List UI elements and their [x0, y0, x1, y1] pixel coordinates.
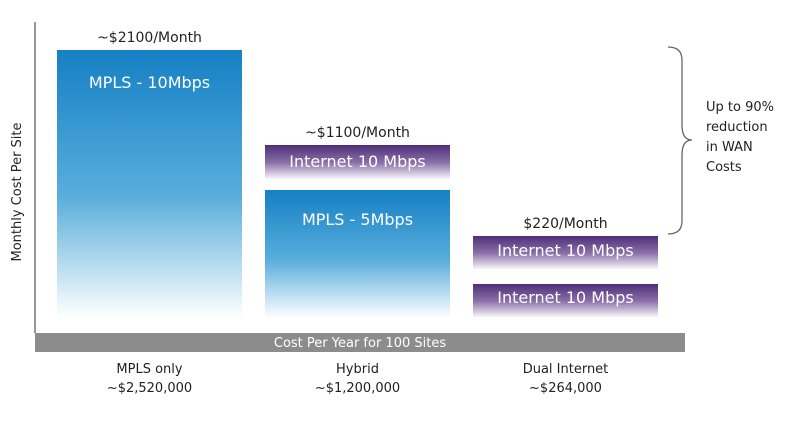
bar-1-segment-1: [57, 50, 242, 318]
bar-2-segment-2: [265, 190, 450, 318]
bar-3-segment-1: [473, 236, 658, 270]
bar-3-monthly-label: $220/Month: [523, 216, 607, 232]
bar-2-monthly-label: ~$1100/Month: [305, 125, 410, 141]
bar-group: MPLS - 10Mbps ~$2100/Month MPLS only ~$2,52…: [57, 30, 658, 396]
bar-3-segment-2-label: Internet 10 Mbps: [497, 288, 634, 307]
bar-1-segment-1-label: MPLS - 10Mbps: [89, 73, 210, 92]
bar-2-segment-2-label: MPLS - 5Mbps: [302, 210, 413, 229]
bar-3-segment-1-label: Internet 10 Mbps: [497, 241, 634, 260]
bar-1-monthly-label: ~$2100/Month: [97, 30, 202, 46]
y-axis-title: Monthly Cost Per Site: [10, 122, 25, 261]
x-axis-band-label: Cost Per Year for 100 Sites: [274, 336, 446, 351]
bar-2-segment-1: [265, 145, 450, 180]
annotation-line-2: reduction: [706, 120, 768, 135]
reduction-annotation: Up to 90% reduction in WAN Costs: [706, 100, 774, 175]
category-label-1: MPLS only: [116, 362, 182, 377]
category-yearly-cost-3: ~$264,000: [529, 381, 602, 396]
bar-2-segment-1-label: Internet 10 Mbps: [289, 152, 426, 171]
category-yearly-cost-2: ~$1,200,000: [315, 381, 400, 396]
category-label-2: Hybrid: [336, 362, 379, 377]
category-label-3: Dual Internet: [523, 362, 609, 377]
annotation-line-1: Up to 90%: [706, 100, 774, 115]
annotation-line-3: in WAN: [706, 140, 753, 155]
reduction-bracket: [667, 46, 693, 235]
bar-3-segment-2: [473, 284, 658, 318]
annotation-line-4: Costs: [706, 160, 742, 175]
category-yearly-cost-1: ~$2,520,000: [107, 381, 192, 396]
x-axis-band: [35, 333, 685, 352]
